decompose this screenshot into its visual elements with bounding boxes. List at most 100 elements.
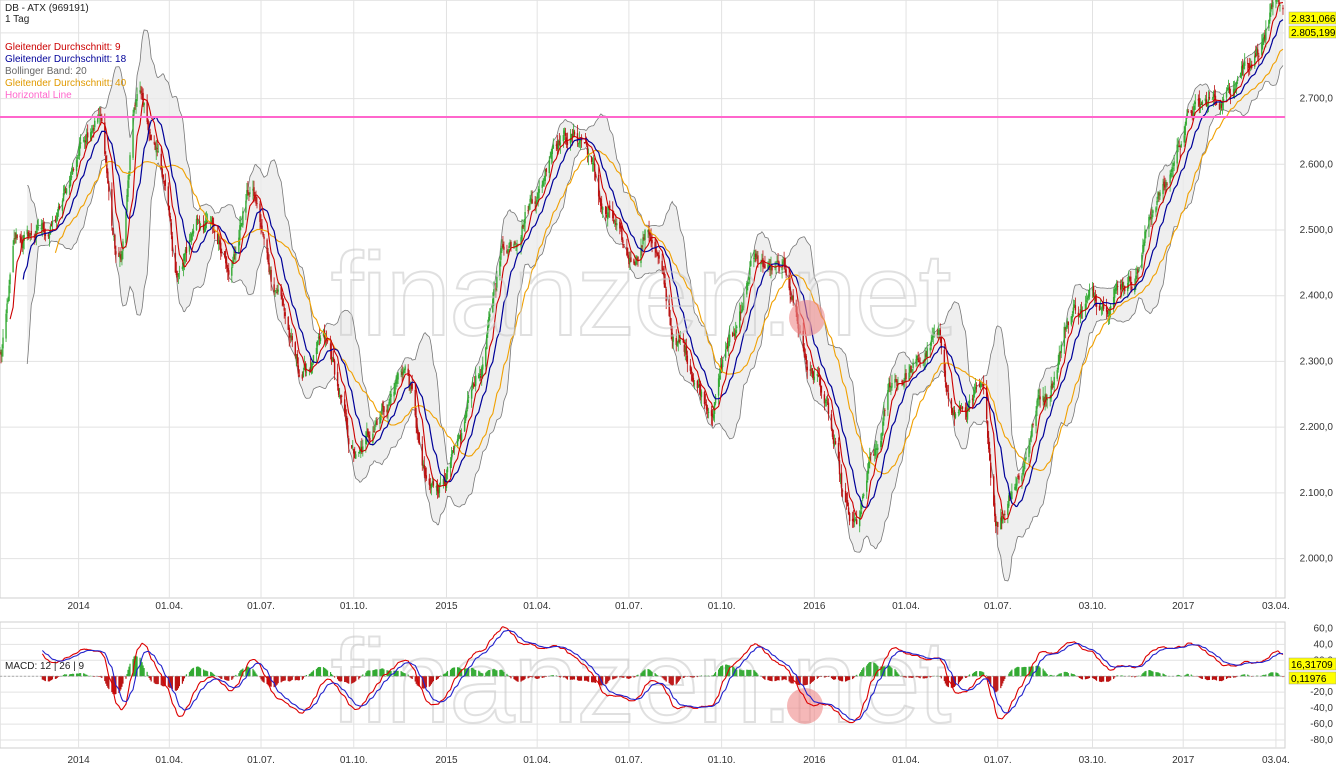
candle-body — [1130, 277, 1131, 285]
candle-body — [126, 195, 127, 212]
candle-body — [1054, 377, 1055, 385]
second-price-label: 2.805,199 — [1291, 28, 1336, 39]
candle-body — [458, 438, 459, 439]
candle-body — [184, 254, 185, 261]
macd-histogram-bar — [263, 676, 264, 682]
macd-histogram-bar — [1110, 676, 1111, 680]
candle-body — [833, 438, 834, 444]
macd-histogram-bar — [1025, 667, 1026, 676]
candle-body — [306, 372, 307, 373]
candle-body — [165, 180, 166, 186]
candle-body — [468, 397, 469, 398]
candle-body — [320, 338, 321, 341]
macd-histogram-bar — [863, 667, 864, 676]
candle-body — [856, 519, 857, 524]
candle-body — [1011, 492, 1012, 499]
candle-body — [1179, 149, 1180, 150]
candle-body — [1269, 13, 1270, 22]
candle-body — [1016, 479, 1017, 486]
macd-histogram-bar — [1039, 668, 1040, 677]
candle-body — [337, 372, 338, 386]
candle-body — [1194, 106, 1195, 110]
macd-histogram-bar — [842, 676, 843, 681]
candle-body — [347, 425, 348, 436]
candle-body — [1157, 192, 1158, 199]
candle-body — [1151, 214, 1152, 219]
candle-body — [1145, 230, 1146, 231]
candle-body — [394, 384, 395, 395]
macd-histogram-bar — [214, 675, 215, 676]
candle-body — [862, 496, 863, 499]
candle-body — [546, 168, 547, 171]
candle-body — [453, 448, 454, 449]
candle-body — [1122, 282, 1123, 287]
candle-body — [245, 201, 246, 213]
candle-body — [563, 135, 564, 141]
candle-body — [707, 407, 708, 411]
candle-body — [821, 386, 822, 393]
candle-body — [1068, 322, 1069, 325]
candle-body — [238, 238, 239, 253]
candle-body — [714, 402, 715, 414]
macd-histogram-bar — [151, 676, 152, 681]
candle-body — [91, 131, 92, 132]
candle-body — [538, 189, 539, 193]
candle-body — [56, 221, 57, 222]
candle-body — [598, 175, 599, 196]
macd-histogram-bar — [228, 676, 229, 681]
candle-body — [1059, 353, 1060, 364]
candle-body — [63, 193, 64, 201]
macd-histogram-bar — [644, 669, 645, 676]
candle-body — [973, 394, 974, 401]
candle-body — [1039, 396, 1040, 399]
candle-body — [905, 373, 906, 379]
candle-body — [71, 176, 72, 178]
macd-title: MACD: 12 | 26 | 9 — [5, 661, 85, 672]
candle-body — [348, 438, 349, 444]
candle-body — [299, 375, 300, 376]
candle-body — [231, 267, 232, 275]
macd-histogram-bar — [292, 676, 293, 680]
macd-ytick-label: -60,0 — [1310, 719, 1333, 730]
macd-histogram-bar — [52, 676, 53, 679]
candle-body — [543, 180, 544, 185]
candle-body — [352, 447, 353, 448]
candle-body — [1230, 94, 1231, 96]
candle-body — [338, 388, 339, 395]
macd-histogram-bar — [1138, 676, 1139, 677]
candle-body — [553, 145, 554, 149]
candle-body — [87, 132, 88, 137]
candle-body — [368, 435, 369, 438]
price-ytick-label: 2.200,0 — [1300, 422, 1334, 433]
candle-body — [528, 204, 529, 209]
price-xtick-label: 01.07. — [615, 601, 643, 612]
candle-body — [827, 402, 828, 403]
candle-body — [400, 371, 401, 372]
macd-histogram-bar — [517, 676, 518, 682]
macd-xtick-label: 03.04. — [1262, 755, 1290, 766]
watermark-dot-bottom — [787, 688, 823, 724]
macd-histogram-bar — [1216, 676, 1217, 680]
candle-body — [854, 521, 855, 523]
candle-body — [266, 240, 267, 253]
candle-body — [199, 221, 200, 223]
candle-body — [826, 400, 827, 401]
candle-body — [163, 175, 164, 180]
candle-body — [52, 222, 53, 225]
candle-body — [146, 100, 147, 121]
candle-body — [974, 390, 975, 394]
macd-value-1: 16,31709 — [1291, 660, 1333, 671]
candle-body — [464, 422, 465, 432]
candle-body — [588, 156, 589, 157]
candle-body — [1100, 308, 1101, 309]
candle-body — [312, 364, 313, 365]
candle-body — [172, 236, 173, 251]
candle-body — [718, 378, 719, 395]
price-ytick-label: 2.300,0 — [1300, 356, 1334, 367]
candle-body — [595, 174, 596, 178]
macd-histogram-bar — [1145, 671, 1146, 676]
candle-body — [186, 247, 187, 253]
candle-body — [975, 387, 976, 389]
candle-body — [1036, 401, 1037, 409]
